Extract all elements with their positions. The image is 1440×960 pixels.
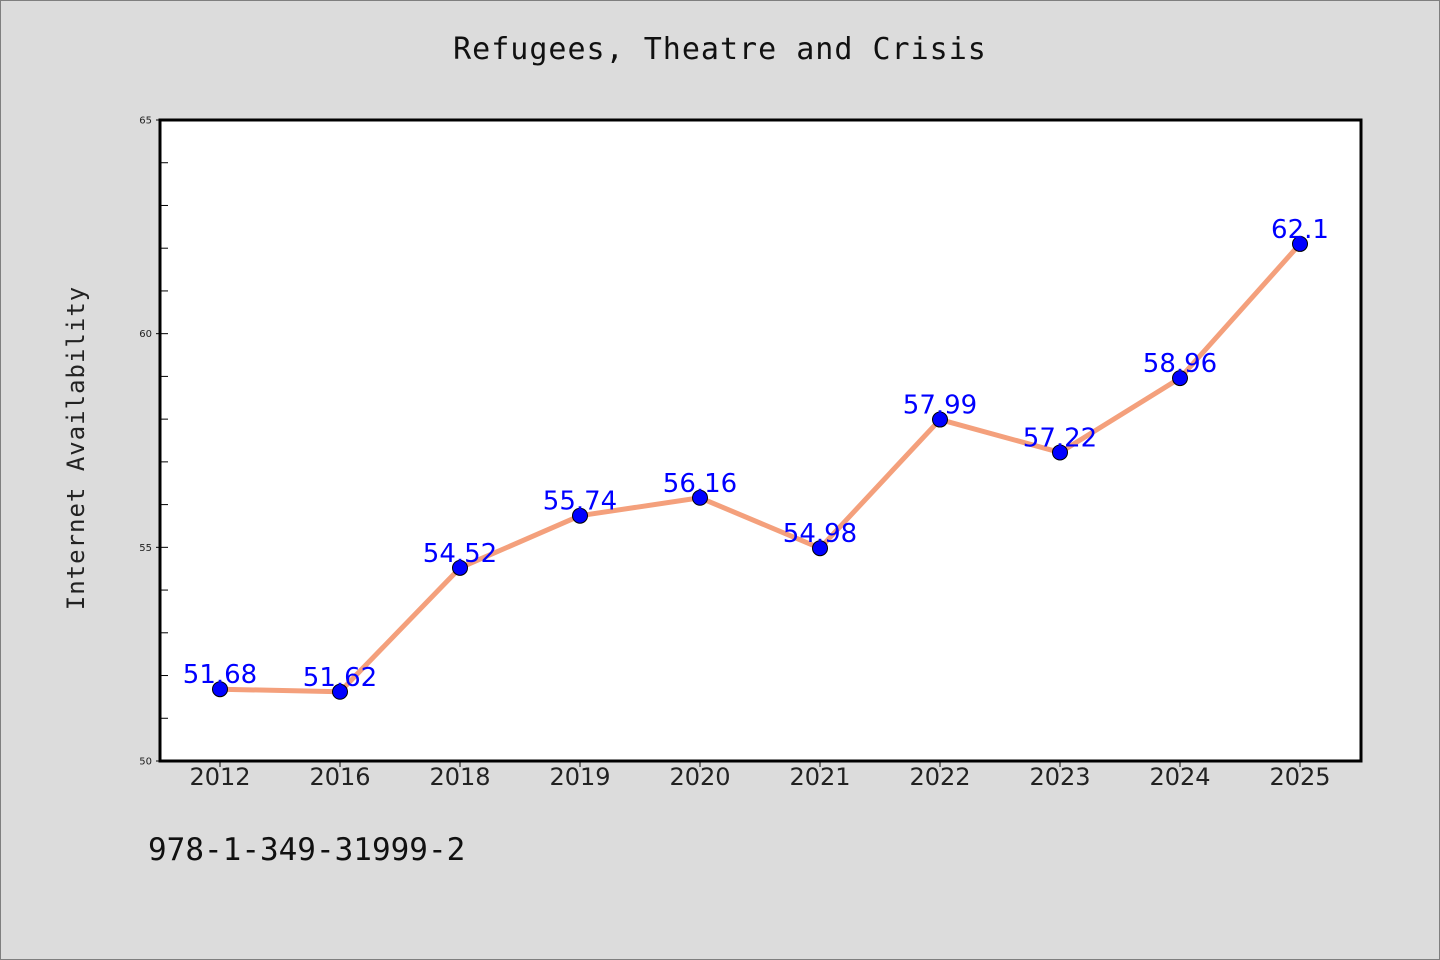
x-tick-label: 2016: [309, 763, 370, 791]
plot-area: [158, 118, 1363, 763]
y-tick-label: 50: [139, 757, 152, 768]
data-label: 57.22: [1023, 423, 1097, 453]
isbn-code: 978-1-349-31999-2: [148, 832, 466, 868]
data-label: 54.52: [423, 539, 497, 569]
data-label: 56.16: [663, 469, 737, 499]
x-tick-label: 2024: [1149, 763, 1210, 791]
data-point: [1172, 370, 1188, 387]
data-label: 51.62: [303, 663, 377, 693]
series-line: [217, 241, 1303, 695]
data-label: 62.1: [1271, 215, 1329, 245]
data-point: [1052, 444, 1068, 461]
x-tick-label: 2021: [789, 763, 850, 791]
data-labels: 51.68 51.62 54.52 55.74 56.16 54.98 57.99 57.22…: [183, 215, 1329, 693]
y-axis-ticks: 50 55 60 65: [139, 116, 160, 768]
y-tick-label: 55: [139, 543, 152, 554]
data-label: 51.68: [183, 660, 257, 690]
data-point: [332, 683, 348, 700]
data-label: 57.99: [903, 391, 977, 421]
y-tick-label: 60: [139, 329, 152, 340]
x-tick-label: 2019: [549, 763, 610, 791]
x-tick-label: 2025: [1269, 763, 1330, 791]
data-point: [572, 507, 588, 524]
data-point: [932, 411, 948, 428]
data-point: [692, 489, 708, 506]
data-label: 58.96: [1143, 349, 1217, 379]
y-tick-label: 65: [139, 116, 152, 127]
x-tick-label: 2022: [909, 763, 970, 791]
data-points: [212, 235, 1308, 700]
x-tick-label: 2023: [1029, 763, 1090, 791]
data-label: 54.98: [783, 519, 857, 549]
y-minor-ticks: [160, 119, 168, 762]
data-point: [212, 681, 228, 698]
x-tick-label: 2020: [669, 763, 730, 791]
x-tick-label: 2018: [429, 763, 490, 791]
data-point: [812, 540, 828, 557]
data-point: [452, 559, 468, 576]
data-point: [1292, 235, 1308, 252]
chart-title: Refugees, Theatre and Crisis: [453, 32, 987, 67]
x-axis-ticks: 2012 2016 2018 2019 2020 2021 2022 2023 2024 2025: [189, 761, 1331, 791]
x-tick-label: 2012: [189, 763, 250, 791]
data-label: 55.74: [543, 487, 617, 517]
